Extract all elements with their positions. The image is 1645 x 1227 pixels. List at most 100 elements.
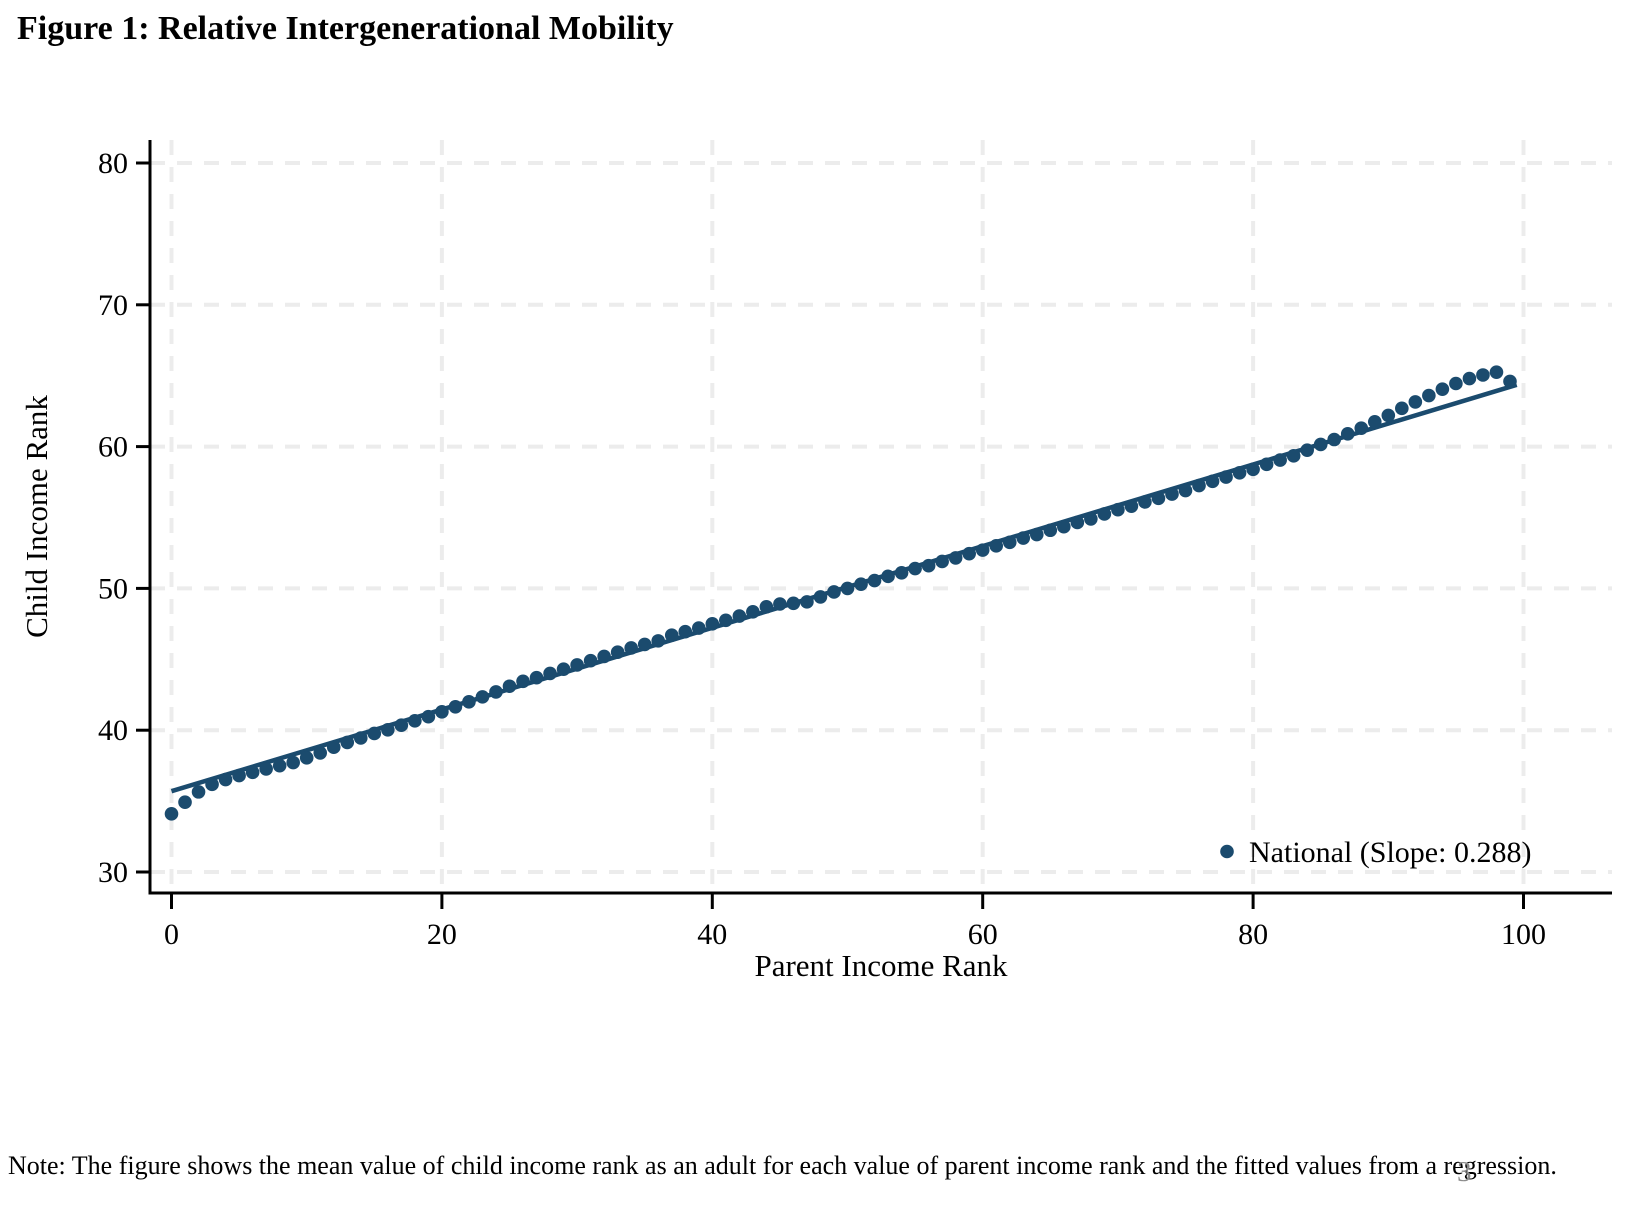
- data-point: [1192, 478, 1206, 493]
- data-point: [1205, 474, 1220, 489]
- data-point: [462, 695, 476, 709]
- data-point: [570, 658, 584, 672]
- data-point: [1111, 502, 1125, 517]
- data-point: [1124, 499, 1139, 513]
- data-point: [624, 641, 638, 655]
- data-point: [340, 735, 355, 750]
- data-point: [232, 768, 246, 783]
- data-point: [1300, 443, 1314, 457]
- y-tick-label: 40: [98, 714, 128, 747]
- data-point: [1354, 421, 1369, 435]
- data-point: [773, 597, 787, 611]
- data-point: [1043, 523, 1058, 538]
- data-point: [759, 600, 774, 614]
- y-tick-label: 60: [98, 431, 128, 464]
- data-point: [705, 617, 720, 631]
- data-point: [1029, 527, 1044, 542]
- data-point: [935, 554, 949, 569]
- data-point: [218, 772, 233, 787]
- data-point: [191, 785, 206, 799]
- data-point: [786, 596, 801, 611]
- data-point: [502, 679, 517, 694]
- data-point: [326, 740, 341, 755]
- data-point: [1462, 371, 1477, 386]
- data-point: [610, 645, 625, 660]
- data-point: [272, 758, 287, 773]
- data-point: [286, 755, 300, 770]
- data-point: [1070, 515, 1085, 530]
- data-point: [205, 777, 219, 792]
- data-point: [245, 765, 260, 780]
- data-point: [1449, 376, 1463, 391]
- data-point: [259, 762, 273, 776]
- legend-label: National (Slope: 0.288): [1249, 836, 1531, 869]
- data-point: [408, 714, 422, 728]
- data-point: [1435, 382, 1450, 396]
- data-point: [381, 722, 395, 737]
- data-point: [435, 704, 449, 719]
- data-point: [394, 718, 409, 733]
- data-point: [1381, 408, 1396, 423]
- data-point: [827, 585, 841, 599]
- data-point: [867, 573, 882, 588]
- y-tick-label: 50: [98, 572, 128, 605]
- data-point: [1327, 432, 1342, 447]
- note-line: Note: The figure shows the mean value of…: [8, 1151, 1557, 1180]
- data-point: [1408, 395, 1423, 409]
- data-point: [1340, 427, 1355, 441]
- data-point: [353, 731, 368, 745]
- data-point: [1503, 374, 1517, 389]
- data-point: [1422, 388, 1436, 403]
- data-point: [1273, 453, 1287, 467]
- data-point: [1097, 507, 1112, 521]
- data-point: [989, 539, 1004, 553]
- data-point: [1367, 414, 1382, 429]
- data-point: [975, 543, 990, 557]
- data-point: [1489, 365, 1504, 379]
- data-point: [1219, 470, 1233, 484]
- data-point: [1313, 437, 1328, 452]
- data-point: [948, 551, 963, 565]
- data-point: [597, 649, 611, 664]
- x-tick-label: 20: [427, 918, 457, 951]
- data-point: [516, 674, 530, 689]
- data-point: [962, 546, 976, 561]
- data-point: [421, 709, 436, 724]
- data-point: [1476, 368, 1490, 382]
- data-point: [894, 566, 909, 580]
- y-tick-label: 70: [98, 289, 128, 322]
- data-point: [475, 690, 490, 704]
- data-point: [448, 700, 463, 714]
- data-point: [583, 653, 598, 668]
- data-point: [1395, 401, 1409, 416]
- data-point: [299, 751, 314, 765]
- data-point: [637, 637, 652, 652]
- x-tick-label: 80: [1238, 918, 1268, 951]
- data-point: [719, 613, 733, 628]
- x-tick-label: 40: [697, 918, 727, 951]
- data-point: [164, 807, 179, 821]
- figure-title: Figure 1: Relative Intergenerational Mob…: [17, 10, 674, 47]
- data-point: [1016, 531, 1031, 545]
- x-tick-label: 60: [968, 918, 998, 951]
- data-point: [664, 628, 679, 642]
- data-point: [1138, 495, 1152, 509]
- y-tick-label: 30: [98, 856, 128, 889]
- data-point: [1232, 466, 1247, 480]
- y-axis-title: Child Income Rank: [19, 395, 54, 638]
- mobility-scatter-chart: 30 40 50 60 70 80 0 20 40 60 80 100 Parent Income Ra…: [19, 140, 1612, 983]
- data-point: [691, 621, 706, 635]
- data-point: [881, 569, 895, 584]
- data-point: [840, 581, 855, 596]
- data-point: [800, 595, 814, 609]
- data-point: [178, 795, 192, 810]
- data-point: [1178, 483, 1193, 498]
- figure-notes: Note: The figure shows the mean value of…: [8, 1076, 1609, 1227]
- data-point: [854, 577, 868, 591]
- data-point: [1084, 512, 1098, 526]
- data-point: [556, 662, 571, 677]
- data-point: [1246, 462, 1260, 477]
- data-point: [543, 666, 557, 681]
- page-number: 3: [1457, 1156, 1472, 1188]
